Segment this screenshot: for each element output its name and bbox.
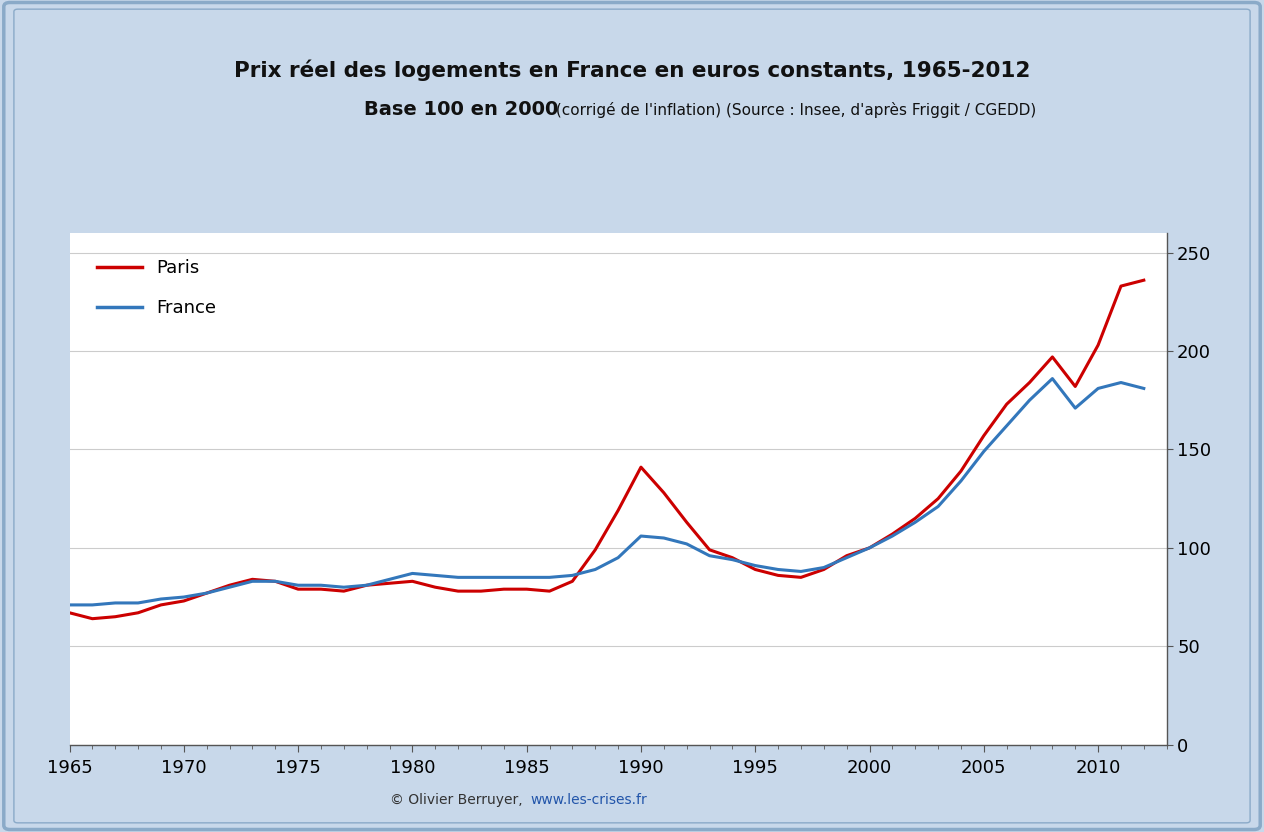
Text: Prix réel des logements en France en euros constants, 1965-2012: Prix réel des logements en France en eur… bbox=[234, 60, 1030, 82]
Text: © Olivier Berruyer,: © Olivier Berruyer, bbox=[389, 794, 531, 807]
Text: Base 100 en 2000: Base 100 en 2000 bbox=[364, 101, 559, 119]
Text: www.les-crises.fr: www.les-crises.fr bbox=[531, 794, 647, 807]
Legend: Paris, France: Paris, France bbox=[90, 252, 224, 324]
Text: (corrigé de l'inflation) (Source : Insee, d'après Friggit / CGEDD): (corrigé de l'inflation) (Source : Insee… bbox=[551, 102, 1036, 118]
